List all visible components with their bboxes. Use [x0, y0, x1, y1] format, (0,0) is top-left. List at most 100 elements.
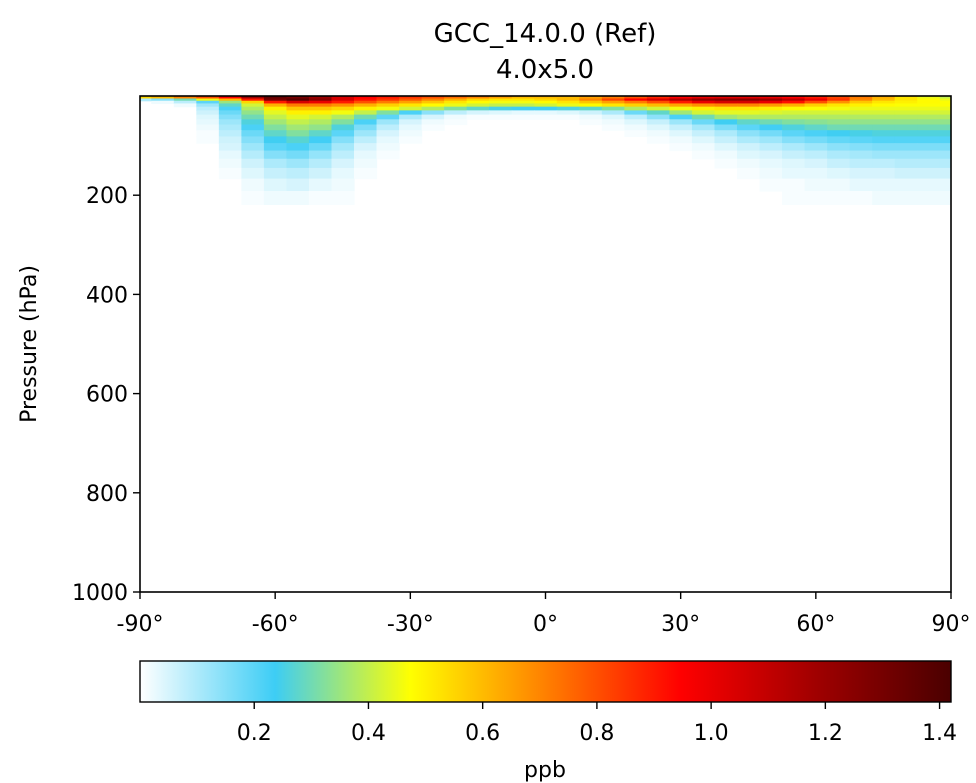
heatmap-cell	[534, 96, 558, 100]
heatmap-cell	[466, 106, 490, 111]
heatmap-cell	[939, 124, 951, 131]
heatmap-cell	[849, 143, 873, 152]
heatmap-cell	[241, 143, 265, 152]
heatmap-cell	[939, 96, 951, 100]
heatmap-cell	[308, 150, 333, 160]
heatmap-cell	[399, 98, 423, 102]
heatmap-cell	[849, 150, 873, 160]
heatmap-cell	[827, 100, 851, 105]
heatmap-cell	[691, 124, 716, 131]
heatmap-cell	[827, 103, 851, 108]
heatmap-cell	[827, 143, 851, 152]
heatmap-cell	[241, 98, 265, 102]
heatmap-cell	[849, 136, 873, 144]
heatmap-cell	[241, 124, 265, 131]
heatmap-cell	[759, 96, 783, 100]
heatmap-cell	[218, 130, 242, 138]
heatmap-cell	[421, 103, 445, 108]
heatmap-cell	[894, 103, 918, 108]
heatmap-cell	[218, 103, 242, 108]
heatmap-cell	[331, 136, 355, 144]
heatmap-cell	[894, 150, 918, 160]
heatmap-cell	[376, 136, 400, 144]
chart-subtitle: 4.0x5.0	[496, 55, 594, 85]
heatmap-cell	[827, 150, 851, 160]
heatmap-cell	[308, 143, 333, 152]
heatmap-cell	[399, 110, 423, 116]
heatmap-cell	[331, 130, 355, 138]
heatmap-cell	[894, 100, 918, 105]
colorbar: 0.2 0.4 0.6 0.8 1.0 1.2 1.4 ppb	[139, 660, 957, 783]
colorbar-ticks: 0.2 0.4 0.6 0.8 1.0 1.2 1.4	[237, 702, 957, 746]
heatmap-cell	[872, 124, 896, 131]
heatmap-cell	[579, 106, 603, 111]
heatmap-cell	[917, 124, 941, 131]
heatmap-cell	[759, 150, 783, 160]
heatmap-cell	[849, 178, 873, 192]
heatmap-cell	[849, 130, 873, 138]
heatmap-cell	[511, 103, 535, 108]
heatmap-cell	[714, 100, 738, 105]
heatmap-cell	[849, 106, 873, 111]
heatmap-cell	[376, 103, 400, 108]
heatmap-cell	[759, 98, 783, 102]
heatmap-cell	[218, 143, 242, 152]
y-axis-label: Pressure (hPa)	[17, 265, 42, 423]
heatmap-cell	[714, 143, 738, 152]
heatmap-cell	[263, 190, 288, 205]
heatmap-cell	[714, 158, 738, 169]
heatmap-cell	[444, 100, 468, 105]
heatmap-cell	[804, 143, 828, 152]
heatmap-cell	[534, 110, 558, 116]
heatmap-cell	[308, 96, 333, 100]
heatmap-cell	[736, 167, 761, 180]
heatmap-cell	[579, 96, 603, 100]
colorbar-tick-label: 1.0	[694, 721, 729, 746]
heatmap-cell	[872, 178, 896, 192]
heatmap-cell	[331, 150, 355, 160]
heatmap-cell	[714, 103, 738, 108]
heatmap-cell	[286, 136, 310, 144]
colorbar-tick-label: 0.2	[237, 721, 272, 746]
heatmap-cell	[466, 100, 490, 105]
colorbar-tick-label: 0.8	[579, 721, 614, 746]
chart-title: GCC_14.0.0 (Ref)	[434, 19, 657, 49]
colorbar-label: ppb	[524, 758, 566, 783]
heatmap-cell	[218, 114, 242, 120]
heatmap-cell	[691, 130, 716, 138]
heatmap-cell	[263, 136, 288, 144]
heatmap-cell	[218, 96, 242, 100]
heatmap-cell	[241, 178, 265, 192]
heatmap-cell	[669, 136, 693, 144]
heatmap-cells	[140, 96, 951, 205]
heatmap-cell	[669, 103, 693, 108]
heatmap-cell	[196, 119, 220, 126]
heatmap-cell	[263, 96, 288, 100]
heatmap-cell	[218, 150, 242, 160]
heatmap-cell	[624, 114, 648, 120]
heatmap-cell	[534, 100, 558, 105]
heatmap-cell	[556, 114, 580, 120]
x-tick-label: -60°	[252, 612, 299, 637]
heatmap-cell	[804, 158, 828, 169]
heatmap-cell	[917, 190, 941, 205]
x-tick-label: 30°	[661, 612, 700, 637]
heatmap-cell	[894, 110, 918, 116]
heatmap-cell	[669, 130, 693, 138]
heatmap-cell	[939, 167, 951, 180]
heatmap-cell	[894, 114, 918, 120]
heatmap-cell	[354, 167, 378, 180]
heatmap-cell	[646, 100, 671, 105]
heatmap-cell	[286, 167, 310, 180]
heatmap-cell	[917, 119, 941, 126]
heatmap-cell	[218, 119, 242, 126]
heatmap-cell	[691, 150, 716, 160]
heatmap-cell	[939, 110, 951, 116]
heatmap-cell	[939, 178, 951, 192]
heatmap-cell	[804, 110, 828, 116]
heatmap-cell	[849, 98, 873, 102]
heatmap-cell	[646, 124, 671, 131]
heatmap-cell	[736, 98, 761, 102]
heatmap-cell	[354, 103, 378, 108]
